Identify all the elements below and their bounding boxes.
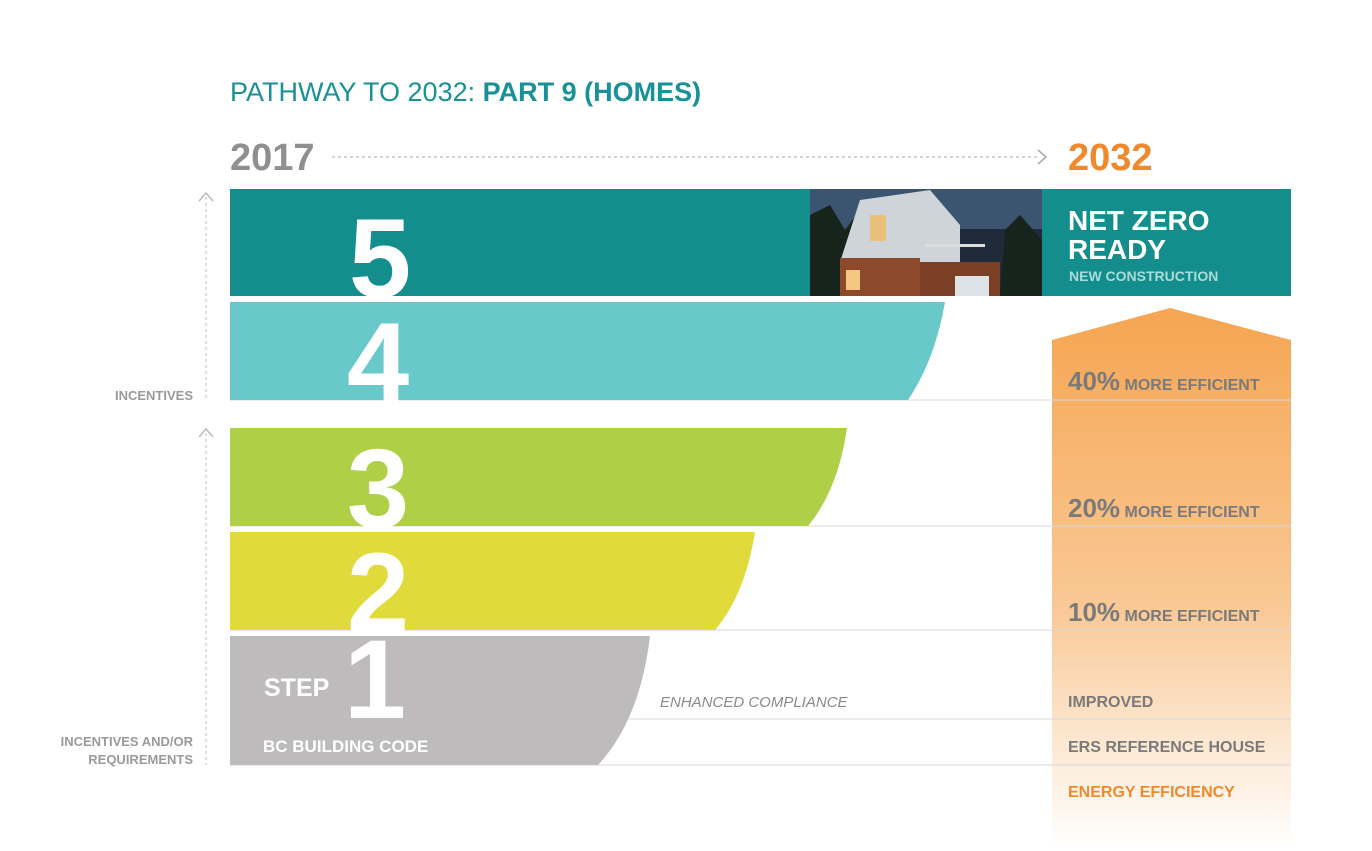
side-label: INCENTIVES AND/OR [61,734,194,749]
step-number: 5 [349,196,411,321]
side-arrow [198,427,214,438]
step-number: 2 [347,530,409,655]
house-photo [810,189,1042,296]
step-prefix: STEP [264,674,329,702]
step-label: READY [1068,234,1166,265]
step-3-bar [230,428,847,526]
efficiency-arrow [1052,308,1291,846]
efficiency: 10% MORE EFFICIENT [1068,597,1260,627]
side-arrow [198,191,214,202]
step-1-bar [230,636,650,765]
side-label: REQUIREMENTS [88,752,193,767]
arrow-label: ERS REFERENCE HOUSE [1068,739,1266,756]
step-base: BC BUILDING CODE [263,737,428,756]
step-number: 1 [344,617,406,742]
timeline-arrow [1037,149,1048,165]
step-label: NET ZERO [1068,205,1210,236]
percent: 20% [1068,493,1120,523]
start-year: 2017 [230,137,315,179]
middle-label: ENHANCED COMPLIANCE [660,694,849,711]
title: PATHWAY TO 2032: PART 9 (HOMES) [230,77,701,107]
percent-label: MORE EFFICIENT [1125,504,1260,521]
side-label: INCENTIVES [115,388,193,403]
step-number: 4 [347,300,409,425]
title-emphasis: PART 9 (HOMES) [483,77,702,107]
percent-label: MORE EFFICIENT [1125,377,1260,394]
step-4-bar [230,302,945,400]
end-year: 2032 [1068,137,1153,179]
percent: 40% [1068,366,1120,396]
efficiency: 40% MORE EFFICIENT [1068,366,1260,396]
step-number: 3 [347,426,409,551]
title-prefix: PATHWAY TO 2032: [230,77,475,107]
arrow-label: ENERGY EFFICIENCY [1068,784,1235,801]
step-2-bar [230,532,755,630]
step-5-bar [230,189,1291,296]
arrow-label: IMPROVED [1068,694,1153,711]
percent: 10% [1068,597,1120,627]
percent-label: MORE EFFICIENT [1125,608,1260,625]
step-sublabel: NEW CONSTRUCTION [1069,268,1218,284]
efficiency: 20% MORE EFFICIENT [1068,493,1260,523]
